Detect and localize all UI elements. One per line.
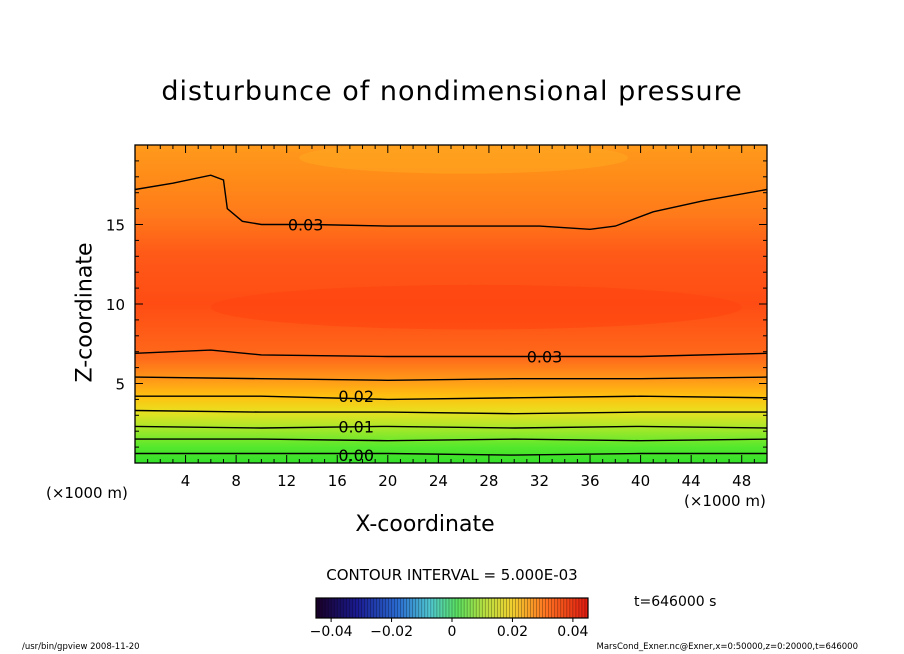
contour-line [135, 395, 767, 401]
y-axis-unit: (×1000 m) [46, 484, 128, 502]
contour-field [135, 145, 767, 463]
contour-label: 0.01 [338, 417, 374, 436]
colorbar-tick-label: 0.04 [557, 624, 588, 640]
contour-lines: 0.03 0.03 0.02 0.01 0.00 [135, 174, 767, 465]
x-tick-label: 12 [277, 472, 296, 490]
contour-line [135, 174, 767, 231]
colorbar: −0.04 −0.02 0 0.02 0.04 [310, 597, 589, 640]
x-tick-label: 4 [181, 472, 191, 490]
contour-label: 0.03 [527, 347, 563, 366]
contour-label: 0.03 [288, 216, 324, 235]
contour-line [135, 349, 767, 358]
colorbar-tick-label: −0.02 [370, 624, 413, 640]
colorbar-tick-label: 0.02 [497, 624, 528, 640]
y-axis-label: Z-coordinate [72, 242, 98, 383]
contour-line [135, 376, 767, 382]
x-tick-label: 24 [429, 472, 448, 490]
y-tick-label: 15 [106, 217, 125, 235]
x-tick-label: 20 [378, 472, 397, 490]
contour-interval-label: CONTOUR INTERVAL = 5.000E-03 [326, 566, 578, 584]
colorbar-gradient-bar [316, 598, 588, 618]
time-label: t=646000 s [634, 594, 717, 610]
footer-right: MarsCond_Exner.nc@Exner,x=0:50000,z=0:20… [596, 642, 858, 652]
x-tick-label: 16 [328, 472, 347, 490]
field-core-patch [210, 284, 742, 330]
y-tick-label: 5 [115, 376, 125, 394]
footer-left: /usr/bin/gpview 2008-11-20 [22, 642, 140, 652]
x-tick-label: 44 [682, 472, 701, 490]
colorbar-tick-label: 0 [448, 624, 457, 640]
x-tick-label: 28 [479, 472, 498, 490]
x-axis-unit: (×1000 m) [684, 492, 766, 510]
x-tick-label: 8 [231, 472, 241, 490]
field-top-patch [299, 145, 628, 174]
contour-line [135, 438, 767, 442]
contour-line [135, 452, 767, 456]
contour-label: 0.02 [338, 387, 374, 406]
y-tick-label: 10 [106, 296, 125, 314]
x-tick-label: 40 [631, 472, 650, 490]
colorbar-tick-label: −0.04 [310, 624, 353, 640]
chart-title: disturbunce of nondimensional pressure [161, 76, 743, 107]
x-axis-label: X-coordinate [355, 512, 495, 537]
contour-line [135, 409, 767, 415]
x-tick-label: 32 [530, 472, 549, 490]
contour-line [135, 425, 767, 429]
contour-label: 0.00 [338, 446, 374, 465]
x-tick-label: 36 [580, 472, 599, 490]
x-tick-label: 48 [732, 472, 751, 490]
